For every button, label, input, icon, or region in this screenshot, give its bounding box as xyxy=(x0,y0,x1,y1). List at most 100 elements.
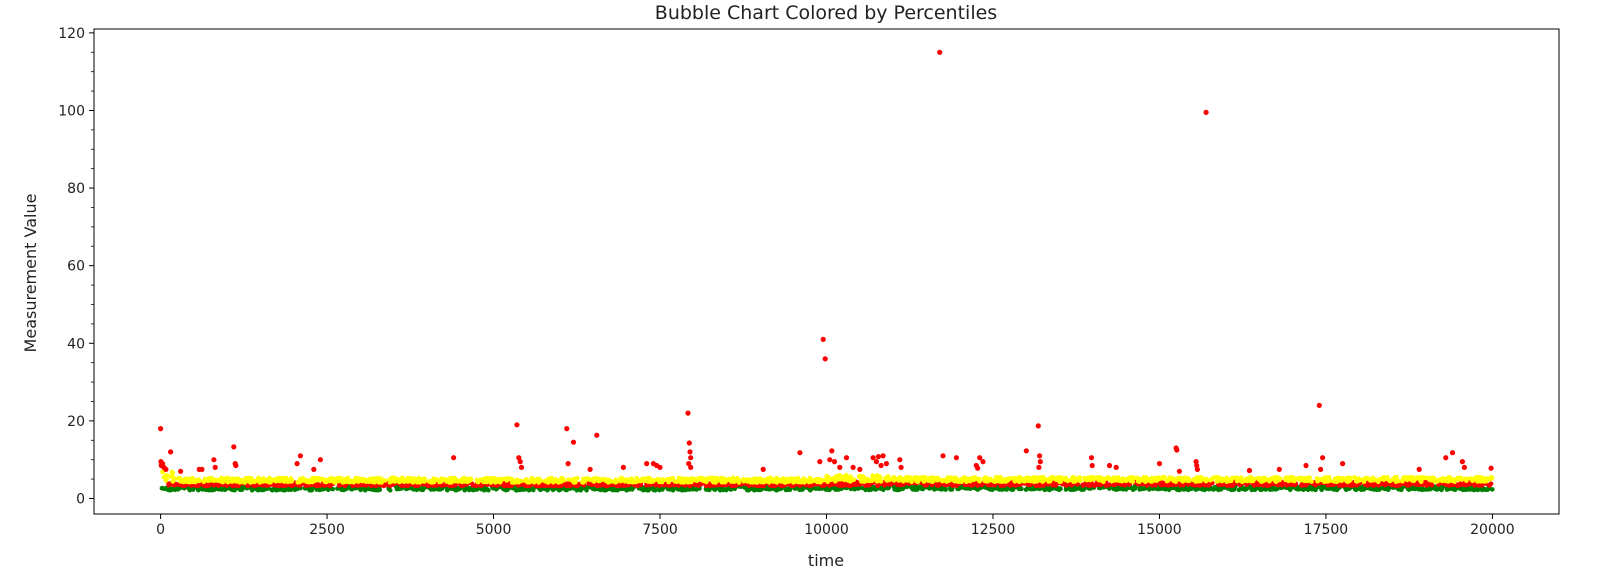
point-outlier xyxy=(686,440,692,446)
point-high xyxy=(689,476,694,481)
point-high xyxy=(1178,476,1183,482)
point-mid xyxy=(211,482,217,488)
point-high xyxy=(351,480,357,485)
point-high xyxy=(447,480,452,485)
point-high xyxy=(431,479,437,485)
point-mid xyxy=(478,483,484,489)
point-low xyxy=(1476,487,1482,492)
point-low xyxy=(584,488,589,493)
point-mid xyxy=(935,482,941,487)
point-high xyxy=(238,479,244,484)
point-low xyxy=(1313,487,1318,493)
point-mid xyxy=(1204,482,1210,488)
point-high xyxy=(607,478,613,484)
point-low xyxy=(470,486,475,492)
point-mid xyxy=(1285,482,1290,487)
point-high xyxy=(757,476,763,481)
point-high xyxy=(1286,478,1291,484)
point-high xyxy=(410,480,416,485)
point-high xyxy=(948,475,954,480)
point-outlier xyxy=(953,455,960,461)
plot-frame xyxy=(93,28,1560,515)
point-high xyxy=(775,477,781,483)
point-low xyxy=(1010,487,1015,493)
y-tick-label: 0 xyxy=(76,491,85,507)
point-high xyxy=(891,475,897,480)
y-tick-label: 80 xyxy=(67,181,85,197)
point-high xyxy=(701,478,706,484)
point-high xyxy=(1345,475,1351,481)
point-high xyxy=(1191,477,1196,483)
point-outlier xyxy=(178,468,184,474)
point-high xyxy=(918,476,923,481)
point-high xyxy=(183,476,188,482)
point-high xyxy=(264,479,269,484)
point-outlier xyxy=(817,459,823,465)
point-low xyxy=(563,487,569,493)
point-low xyxy=(462,487,468,493)
point-high xyxy=(164,476,169,482)
point-high xyxy=(422,476,427,482)
point-high xyxy=(1157,476,1162,482)
point-mid xyxy=(1097,482,1102,487)
point-high xyxy=(1385,475,1390,480)
point-mid xyxy=(1106,482,1112,488)
point-outlier xyxy=(1088,455,1095,461)
point-low xyxy=(281,487,287,493)
point-high xyxy=(1315,478,1320,484)
point-outlier xyxy=(1459,459,1465,465)
point-low xyxy=(1081,487,1086,492)
point-high xyxy=(862,479,867,485)
y-tick-label: 100 xyxy=(58,103,85,119)
outlier-points xyxy=(158,49,1494,474)
point-high xyxy=(666,476,672,482)
point-outlier xyxy=(1316,402,1322,408)
point-outlier xyxy=(1176,468,1182,474)
point-mid xyxy=(439,483,444,488)
point-high xyxy=(518,478,523,484)
point-low xyxy=(642,487,647,492)
point-high xyxy=(1224,479,1230,484)
point-high xyxy=(1117,478,1122,484)
point-high xyxy=(1195,478,1201,484)
point-low xyxy=(1319,487,1324,493)
point-low xyxy=(646,487,651,493)
point-outlier xyxy=(317,457,323,463)
point-low xyxy=(613,487,619,493)
point-mid xyxy=(599,481,605,487)
point-high xyxy=(346,479,352,485)
point-low xyxy=(286,487,291,493)
point-low xyxy=(420,487,426,493)
point-outlier xyxy=(1194,462,1200,469)
point-mid xyxy=(1027,482,1033,488)
point-high xyxy=(1396,478,1401,484)
point-high xyxy=(672,479,677,484)
point-high xyxy=(986,477,992,483)
point-high xyxy=(527,480,532,485)
point-outlier xyxy=(1037,453,1043,459)
point-outlier xyxy=(1416,466,1422,472)
point-outlier xyxy=(1276,466,1282,472)
point-outlier xyxy=(827,457,833,463)
point-low xyxy=(474,487,480,492)
point-high xyxy=(618,478,623,484)
x-tick-label: 12500 xyxy=(971,522,1016,538)
point-high xyxy=(824,473,830,479)
point-high xyxy=(1100,477,1106,483)
point-high xyxy=(313,475,319,481)
point-outlier xyxy=(294,461,300,467)
point-high xyxy=(529,475,535,481)
point-mid xyxy=(1424,483,1429,488)
point-high xyxy=(1352,475,1357,480)
point-low xyxy=(1439,487,1444,493)
point-outlier xyxy=(897,457,903,463)
point-high xyxy=(1238,475,1244,480)
point-high xyxy=(581,476,586,482)
point-outlier xyxy=(594,432,600,438)
point-high xyxy=(901,478,906,484)
point-mid xyxy=(1303,483,1308,488)
point-high xyxy=(1040,477,1046,483)
point-high xyxy=(883,475,888,481)
point-mid xyxy=(761,483,766,489)
point-high xyxy=(1005,478,1010,483)
